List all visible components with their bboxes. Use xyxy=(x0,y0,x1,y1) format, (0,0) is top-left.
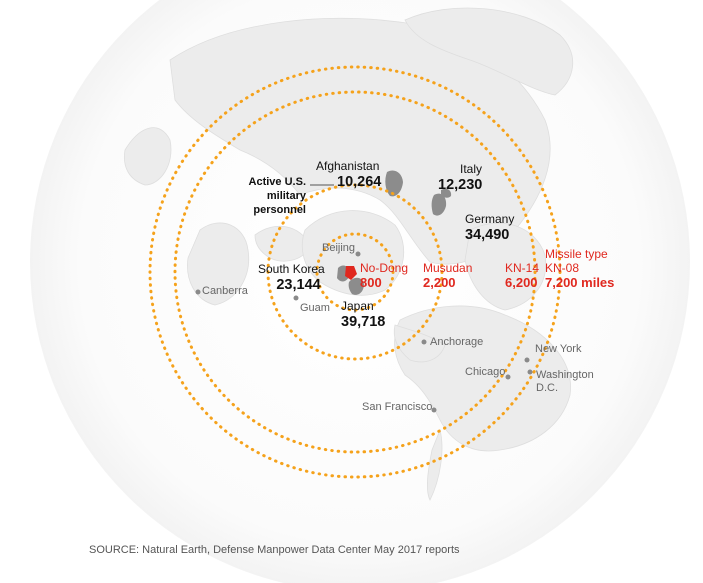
personnel-legend-line-1: Active U.S. xyxy=(248,176,306,188)
afghanistan-shape xyxy=(385,170,403,197)
city-label-guam: Guam xyxy=(300,302,330,314)
country-name: Germany xyxy=(465,212,515,226)
range-rings xyxy=(148,65,562,479)
ring-no-dong xyxy=(315,232,395,312)
city-label-canberra: Canberra xyxy=(202,285,248,297)
personnel-count: 34,490 xyxy=(465,226,510,243)
personnel-count: 12,230 xyxy=(438,176,483,193)
missile-range: 800 xyxy=(360,274,382,290)
missile-name: KN-08 xyxy=(545,260,580,275)
washington-line-2: D.C. xyxy=(536,381,558,394)
city-dot-beijing xyxy=(355,251,361,257)
city-dot-canberra xyxy=(195,289,201,295)
japan-shape xyxy=(348,277,364,295)
personnel-count: 39,718 xyxy=(341,313,386,330)
city-dot-san-francisco xyxy=(431,407,437,413)
label-south-korea: South Korea 23,144 xyxy=(258,262,325,293)
personnel-legend-line-3: personnel xyxy=(253,203,306,216)
missile-label-kn-14: KN-14 6,200 xyxy=(505,261,540,291)
north-korea-shape xyxy=(345,266,357,280)
land-east-asia xyxy=(301,210,404,296)
city-label-san-francisco: San Francisco xyxy=(362,401,433,413)
city-dot-guam xyxy=(293,295,299,301)
missile-label-kn-08: Missile type KN-08 7,200 miles xyxy=(545,247,615,291)
source-note: SOURCE: Natural Earth, Defense Manpower … xyxy=(89,544,460,556)
country-name: South Korea xyxy=(258,262,325,276)
country-name: Japan xyxy=(341,299,374,313)
missile-label-no-dong: No-Dong 800 xyxy=(360,261,409,291)
land-africa xyxy=(404,7,574,96)
label-japan: Japan 39,718 xyxy=(341,299,386,330)
city-label-washington: Washington D.C. xyxy=(536,369,594,394)
italy-shape xyxy=(431,193,447,216)
city-dot-anchorage xyxy=(421,339,427,345)
missile-range: 7,200 miles xyxy=(545,274,615,290)
city-label-beijing: Beijing xyxy=(322,242,356,254)
land-alaska xyxy=(393,324,446,363)
personnel-legend-line-2: military xyxy=(266,189,306,202)
germany-shape xyxy=(441,188,452,198)
label-afghanistan: Afghanistan 10,264 xyxy=(316,159,382,190)
land-australia xyxy=(187,222,250,306)
land-greenland xyxy=(464,222,547,311)
personnel-count: 10,264 xyxy=(337,173,382,190)
city-label-chicago: Chicago xyxy=(465,366,506,378)
city-label-new-york: New York xyxy=(535,343,582,355)
city-dot-washington xyxy=(527,369,533,375)
land-central-america xyxy=(426,428,443,501)
missile-name: Musudan xyxy=(423,261,473,275)
missile-range: 6,200 xyxy=(505,274,538,290)
ring-kn-08 xyxy=(148,65,562,479)
highlighted-countries xyxy=(337,170,452,295)
label-italy: Italy 12,230 xyxy=(438,162,483,193)
ring-musudan xyxy=(266,183,444,361)
ring-kn-14 xyxy=(173,90,537,454)
country-name: Afghanistan xyxy=(316,159,380,173)
city-dot-new-york xyxy=(524,357,530,363)
landmasses xyxy=(123,7,574,501)
missile-type-title: Missile type xyxy=(545,247,608,261)
city-label-anchorage: Anchorage xyxy=(430,336,484,348)
personnel-count: 23,144 xyxy=(276,276,321,293)
country-name: Italy xyxy=(460,162,483,176)
missile-name: No-Dong xyxy=(360,261,409,275)
city-dot-chicago xyxy=(505,374,511,380)
label-germany: Germany 34,490 xyxy=(465,212,515,243)
missile-range: 2,200 xyxy=(423,274,456,290)
washington-line-1: Washington xyxy=(536,369,594,381)
missile-name: KN-14 xyxy=(505,261,540,275)
land-left-edge xyxy=(123,127,172,186)
personnel-legend-title: Active U.S. military personnel xyxy=(240,176,306,217)
city-dots xyxy=(195,251,533,413)
missile-label-musudan: Musudan 2,200 xyxy=(423,261,473,291)
